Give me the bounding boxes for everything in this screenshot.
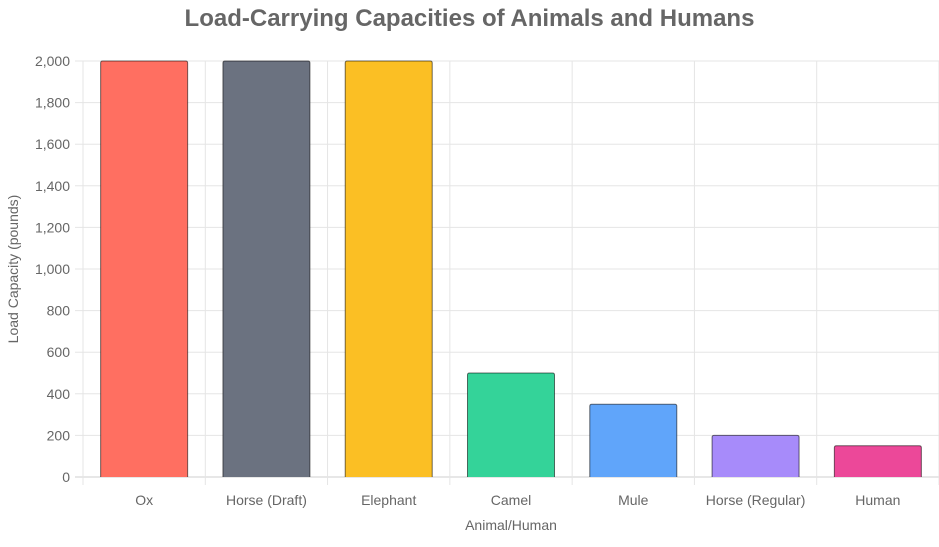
x-tick-label: Elephant bbox=[361, 492, 416, 508]
y-tick-label: 200 bbox=[47, 427, 71, 443]
bar-horse-draft bbox=[222, 60, 311, 477]
x-tick-label: Human bbox=[855, 492, 900, 508]
y-tick-label: 1,000 bbox=[35, 261, 70, 277]
chart-title: Load-Carrying Capacities of Animals and … bbox=[184, 5, 755, 32]
y-tick-label: 400 bbox=[47, 386, 71, 402]
bar-elephant bbox=[344, 60, 433, 477]
y-tick-label: 0 bbox=[62, 469, 70, 485]
y-tick-label: 600 bbox=[47, 344, 71, 360]
x-tick-label: Mule bbox=[618, 492, 649, 508]
y-tick-label: 800 bbox=[47, 303, 71, 319]
bar-human bbox=[833, 445, 922, 477]
y-tick-label: 1,200 bbox=[35, 219, 70, 235]
grid-lines bbox=[75, 60, 939, 485]
axes: 0 200 400 600 800 1,000 1,200 1,400 1,600 1,800 2,… bbox=[35, 53, 900, 508]
x-tick-label: Horse (Draft) bbox=[226, 492, 307, 508]
y-axis-title: Load Capacity (pounds) bbox=[5, 195, 21, 344]
bar-camel bbox=[467, 372, 555, 477]
x-axis-title: Animal/Human bbox=[465, 517, 557, 533]
y-tick-label: 2,000 bbox=[35, 53, 70, 69]
bars bbox=[100, 60, 922, 477]
x-tick-label: Camel bbox=[491, 492, 531, 508]
bar-horse-regular bbox=[711, 434, 800, 477]
y-tick-label: 1,400 bbox=[35, 178, 70, 194]
x-tick-label: Ox bbox=[135, 492, 153, 508]
bar-mule bbox=[589, 403, 678, 477]
x-tick-label: Horse (Regular) bbox=[706, 492, 806, 508]
bar-ox bbox=[100, 60, 189, 477]
y-tick-label: 1,600 bbox=[35, 136, 70, 152]
y-tick-label: 1,800 bbox=[35, 95, 70, 111]
